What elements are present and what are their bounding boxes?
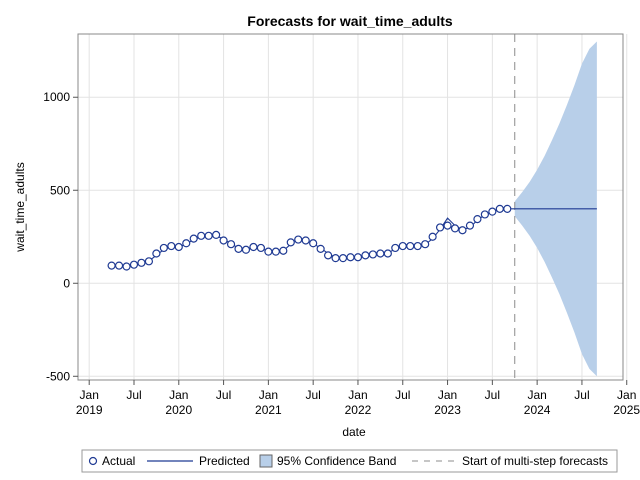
actual-point [114,261,124,270]
x-tick-label: Jan [527,388,546,402]
x-tick-year-label: 2019 [76,403,103,417]
actual-point [212,230,221,239]
x-tick-year-label: 2025 [613,403,640,417]
actual-point [324,251,333,260]
x-tick-label: Jul [485,388,500,402]
actual-point [465,221,475,230]
actual-point [331,254,340,263]
actual-point [256,243,266,253]
actual-point [376,249,385,258]
actual-point [279,246,288,255]
x-axis-label: date [342,425,366,439]
y-tick-label: 1000 [43,90,70,104]
legend-band-swatch [259,454,273,468]
actual-point [316,244,325,253]
actual-point [167,241,176,251]
actual-point [189,234,198,243]
x-tick-label: Jan [438,388,457,402]
actual-point [159,243,168,253]
x-tick-label: Jan [80,388,99,402]
legend-frame [81,449,618,473]
actual-point [480,210,489,219]
legend-band-label: 95% Confidence Band [277,454,396,468]
actual-point [152,249,161,258]
x-tick-label: Jan [169,388,188,402]
actual-point [226,240,236,249]
actual-point [495,204,504,213]
x-tick-year-label: 2022 [345,403,372,417]
actual-point [368,250,377,259]
actual-point [144,257,154,266]
x-tick-label: Jan [348,388,367,402]
actual-point [406,241,415,251]
actual-point [309,239,318,248]
actual-point [391,243,400,253]
y-axis-label: wait_time_adults [13,162,27,252]
x-tick-label: Jul [216,388,231,402]
actual-point [174,242,183,252]
actual-point [249,242,258,252]
x-tick-year-label: 2021 [255,403,282,417]
actual-point [473,214,482,224]
actual-point [219,236,228,245]
actual-point [458,226,467,235]
legend-forecast-start-label: Start of multi-step forecasts [462,454,608,468]
legend-actual-label: Actual [102,454,135,468]
actual-point [383,249,392,258]
x-tick-label: Jan [259,388,278,402]
x-tick-year-label: 2020 [165,403,192,417]
x-tick-label: Jul [574,388,589,402]
actual-point [241,245,251,254]
plot-frame [77,33,624,381]
y-tick-label: 0 [63,276,70,290]
actual-point [435,223,445,232]
actual-point [204,231,213,240]
actual-point [286,238,295,247]
actual-point [398,241,407,251]
legend-predicted-label: Predicted [199,454,250,468]
actual-point [137,258,146,267]
actual-point [107,261,116,270]
actual-point [234,244,243,253]
x-tick-label: Jul [395,388,410,402]
actual-point [129,260,139,269]
x-tick-year-label: 2023 [434,403,461,417]
actual-point [271,247,280,256]
x-tick-label: Jan [617,388,636,402]
y-axis-ticks: -500 0 500 1000 [43,90,78,383]
x-tick-label: Jul [126,388,141,402]
actual-point [122,262,131,271]
actual-point [488,207,497,216]
actual-point [361,251,370,260]
chart-title: Forecasts for wait_time_adults [247,13,453,29]
actual-point [301,236,310,245]
actual-point [182,239,191,248]
actual-point [413,241,422,251]
actual-point [450,224,460,233]
y-tick-label: -500 [46,369,70,383]
actual-point [264,247,273,256]
actual-markers-layer [107,204,512,271]
actual-point [346,253,355,262]
x-tick-label: Jul [305,388,320,402]
y-tick-label: 500 [50,183,70,197]
actual-point [353,253,363,262]
actual-point [428,232,437,241]
actual-point [294,235,303,244]
actual-point [197,231,206,240]
actual-point [503,204,512,213]
actual-point [421,240,430,249]
legend-actual-marker [88,456,98,466]
actual-point [338,254,348,263]
legend: Actual Predicted 95% Confidence Band Sta… [81,449,618,473]
x-tick-year-label: 2024 [524,403,551,417]
actual-point [443,221,452,230]
